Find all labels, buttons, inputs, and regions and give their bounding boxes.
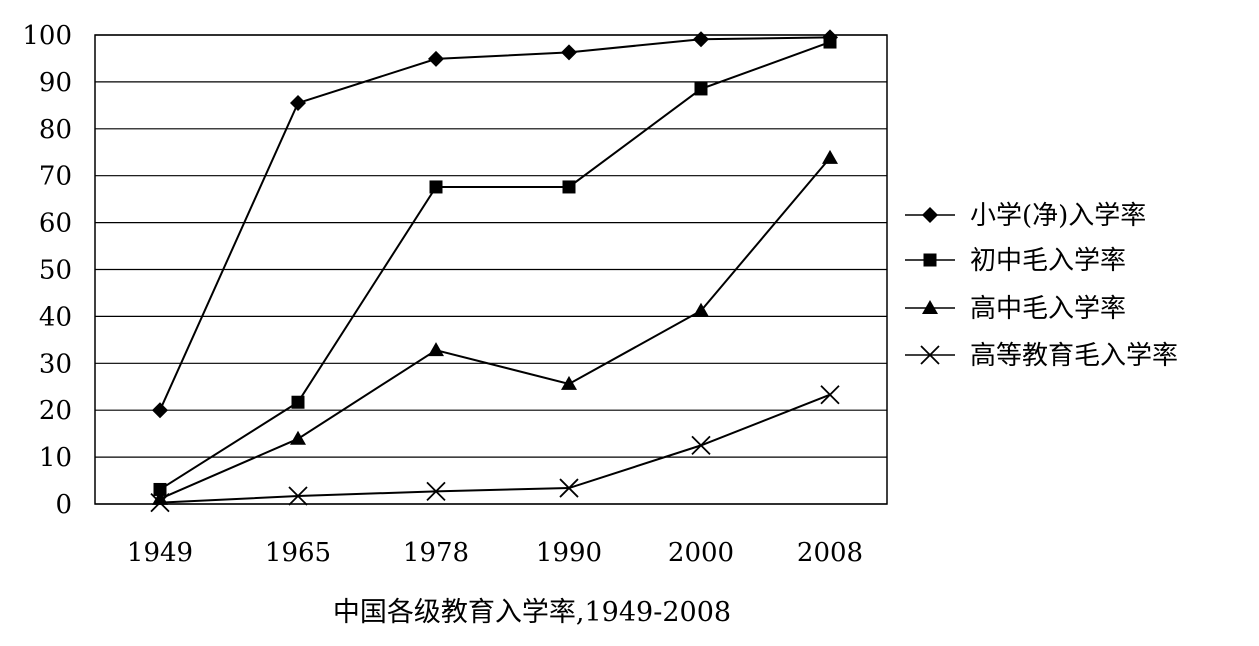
square-marker [562, 180, 576, 194]
y-tick-label: 30 [39, 349, 72, 379]
x-tick-label: 1978 [403, 538, 469, 568]
y-tick-label: 50 [39, 256, 72, 286]
cross-marker [288, 486, 308, 506]
legend-label: 初中毛入学率 [970, 246, 1126, 276]
plot-area-border [94, 34, 888, 505]
y-tick-label: 90 [39, 68, 72, 98]
gridlines [95, 34, 887, 505]
x-tick-label: 2008 [797, 538, 863, 568]
cross-marker [426, 481, 446, 501]
square-marker [694, 82, 708, 96]
diamond-marker [693, 31, 709, 48]
series-cross [150, 385, 840, 513]
x-tick-label: 2000 [668, 538, 734, 568]
series-line [159, 41, 831, 491]
diamond-marker [922, 207, 938, 223]
x-tick-label: 1965 [265, 538, 331, 568]
legend-item: 小学(净)入学率 [905, 201, 1146, 231]
series-line [159, 36, 831, 411]
square-marker [291, 395, 305, 409]
y-tick-label: 40 [39, 302, 72, 332]
x-tick-label: 1949 [127, 538, 193, 568]
square-marker [823, 35, 837, 49]
legend-item: 高中毛入学率 [905, 294, 1126, 324]
triangle-marker [428, 342, 444, 357]
series-triangle [152, 149, 838, 505]
chart-title: 中国各级教育入学率,1949-2008 [333, 597, 731, 628]
triangle-marker [693, 302, 709, 317]
y-tick-label: 0 [55, 490, 72, 520]
legend-item: 初中毛入学率 [905, 246, 1126, 276]
series-group [150, 29, 840, 513]
legend-label: 高等教育毛入学率 [970, 341, 1178, 371]
legend-item: 高等教育毛入学率 [905, 341, 1178, 371]
y-tick-label: 20 [39, 396, 72, 426]
square-marker [153, 482, 167, 496]
y-tick-label: 100 [22, 21, 72, 51]
series-square [153, 35, 837, 496]
cross-marker [150, 492, 170, 513]
x-tick-label: 1990 [536, 538, 602, 568]
series-line [159, 157, 831, 500]
square-marker [429, 180, 443, 194]
diamond-marker [152, 402, 168, 419]
y-tick-label: 10 [39, 443, 72, 473]
triangle-marker [822, 149, 838, 164]
series-diamond [152, 29, 838, 419]
y-tick-label: 70 [39, 162, 72, 192]
triangle-marker [561, 375, 577, 390]
series-line [159, 393, 831, 504]
triangle-marker [152, 490, 168, 505]
triangle-marker [290, 430, 306, 445]
x-axis-ticks: 1949 1965 1978 1990 2000 2008 [127, 538, 863, 568]
y-axis-ticks: 0 10 20 30 40 50 60 70 80 90 100 [22, 21, 72, 520]
cross-marker [559, 478, 579, 498]
legend-label: 高中毛入学率 [970, 294, 1126, 324]
cross-marker [691, 435, 711, 456]
legend-label: 小学(净)入学率 [970, 201, 1146, 231]
triangle-marker [922, 300, 938, 314]
y-tick-label: 60 [39, 209, 72, 239]
cross-marker [920, 345, 940, 365]
diamond-marker [561, 44, 577, 61]
diamond-marker [428, 50, 444, 67]
diamond-marker [290, 95, 306, 112]
cross-marker [820, 385, 840, 405]
y-tick-label: 80 [39, 115, 72, 145]
square-marker [923, 253, 937, 267]
